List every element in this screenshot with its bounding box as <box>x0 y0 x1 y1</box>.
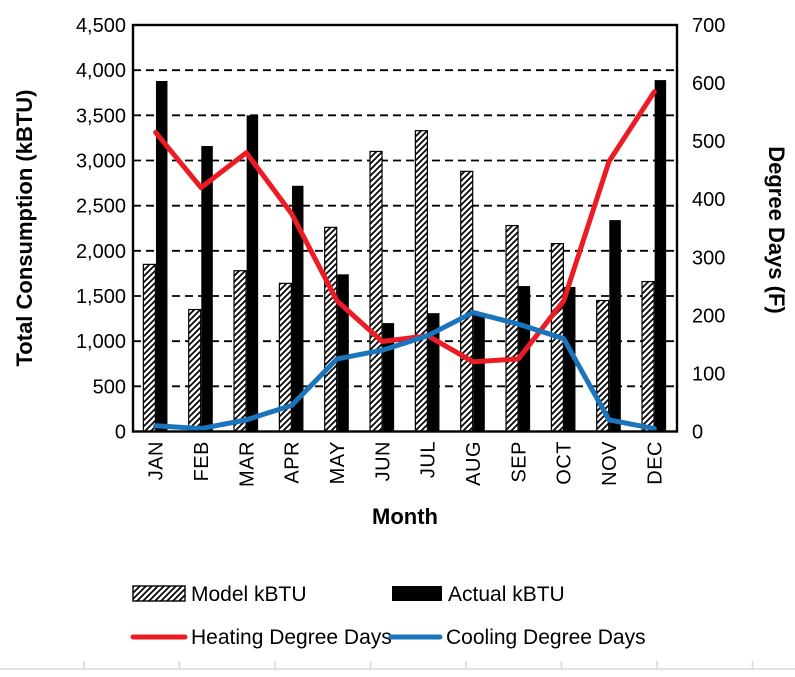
month-label-aug: AUG <box>463 441 485 486</box>
left-tick-0: 0 <box>115 422 126 444</box>
actual-bar-jan <box>155 81 168 432</box>
heating-degree-days-line <box>153 89 657 365</box>
left-axis-title: Total Consumption (kBTU) <box>12 90 37 367</box>
model-kbtu-swatch <box>132 585 186 602</box>
actual-bar-feb <box>201 146 213 432</box>
actual-bar-sep <box>518 286 531 432</box>
left-tick-3000: 3,000 <box>76 151 126 173</box>
model-bar-dec <box>641 280 655 433</box>
legend-item-heating: Heating Degree Days <box>130 626 392 649</box>
month-label-dec: DEC <box>644 441 666 485</box>
actual-bar-dec <box>654 80 667 432</box>
plot-border <box>131 23 679 433</box>
actual-kbtu-bars <box>155 80 667 432</box>
actual-bar-jul <box>427 313 440 432</box>
actual-bar-aug <box>473 313 485 432</box>
actual-kbtu-swatch <box>392 586 442 601</box>
month-label-jun: JUN <box>372 441 394 481</box>
left-tick-1500: 1,500 <box>76 286 126 308</box>
legend-item-model: Model kBTU <box>132 583 307 606</box>
month-label-jan: JAN <box>146 441 168 480</box>
model-bar-sep <box>505 224 519 433</box>
right-tick-600: 600 <box>692 73 725 95</box>
legend-label-actual: Actual kBTU <box>448 583 565 606</box>
legend-label-cooling: Cooling Degree Days <box>446 626 646 649</box>
left-tick-1000: 1,000 <box>76 331 126 353</box>
model-bar-jun <box>369 150 383 433</box>
right-tick-300: 300 <box>692 247 725 269</box>
left-axis-tick-labels: 0 500 1,000 1,500 2,000 2,500 3,000 3,500 4,000 4… <box>76 15 126 444</box>
left-tick-2000: 2,000 <box>76 241 126 263</box>
month-label-feb: FEB <box>191 441 213 481</box>
month-label-oct: OCT <box>554 441 576 485</box>
month-label-nov: NOV <box>599 441 621 486</box>
right-tick-500: 500 <box>692 131 725 153</box>
legend-label-heating: Heating Degree Days <box>191 626 392 649</box>
x-axis-month-labels: JAN FEB MAR APR MAY JUN JUL AUG SEP OCT NOV DEC <box>146 441 667 487</box>
model-bar-mar <box>233 270 247 433</box>
month-label-mar: MAR <box>236 441 258 487</box>
cooling-degree-days-line <box>153 309 657 432</box>
actual-bar-jun <box>382 323 395 432</box>
right-tick-700: 700 <box>692 15 725 37</box>
month-label-apr: APR <box>282 441 304 484</box>
left-tick-500: 500 <box>93 376 126 398</box>
model-bar-feb <box>188 308 202 433</box>
month-label-jul: JUL <box>418 441 440 478</box>
model-bar-may <box>324 226 338 433</box>
right-tick-200: 200 <box>692 305 725 327</box>
actual-bar-apr <box>291 185 304 432</box>
month-label-sep: SEP <box>508 441 530 483</box>
legend-item-actual: Actual kBTU <box>392 583 565 606</box>
actual-bar-nov <box>609 220 621 432</box>
left-tick-4000: 4,000 <box>76 60 126 82</box>
left-tick-2500: 2,500 <box>76 196 126 218</box>
actual-bar-mar <box>246 115 259 432</box>
legend-item-cooling: Cooling Degree Days <box>388 626 646 649</box>
legend: Model kBTU Actual kBTU Heating Degree Da… <box>130 583 646 649</box>
model-bar-jul <box>414 130 428 433</box>
actual-bar-may <box>337 274 349 432</box>
right-axis-title: Degree Days (F) <box>764 146 789 314</box>
right-tick-400: 400 <box>692 189 725 211</box>
model-bar-aug <box>460 170 474 433</box>
spreadsheet-gridline-strip <box>0 661 795 670</box>
x-axis-title: Month <box>372 504 438 529</box>
left-tick-4500: 4,500 <box>76 15 126 37</box>
right-tick-100: 100 <box>692 363 725 385</box>
right-tick-0: 0 <box>692 422 703 444</box>
left-tick-3500: 3,500 <box>76 105 126 127</box>
actual-bar-oct <box>563 286 576 432</box>
model-bar-jan <box>142 263 156 433</box>
month-label-may: MAY <box>327 441 349 484</box>
right-axis-tick-labels: 0 100 200 300 400 500 600 700 <box>692 15 725 444</box>
legend-label-model: Model kBTU <box>191 583 307 606</box>
